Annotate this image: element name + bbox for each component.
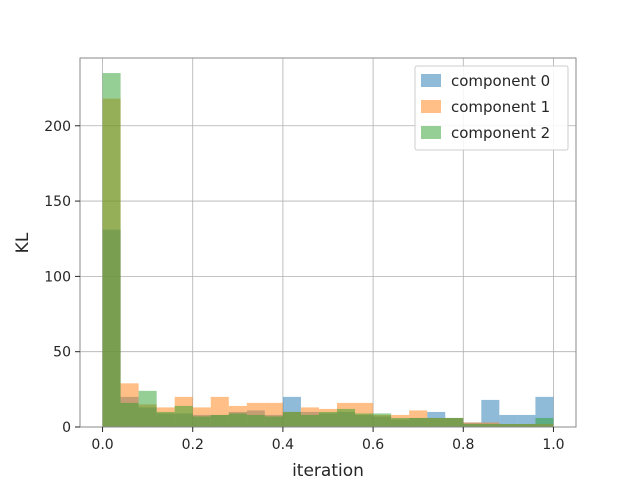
x-axis-label: iteration — [292, 461, 364, 480]
x-tick-label: 0.0 — [91, 437, 113, 453]
histogram-bar — [156, 411, 175, 427]
series-2-bars — [102, 73, 554, 428]
legend-label: component 1 — [451, 98, 550, 116]
histogram-bar — [481, 423, 500, 427]
histogram-bar — [174, 405, 193, 427]
y-tick-label: 100 — [44, 269, 71, 285]
legend-label: component 0 — [451, 72, 550, 90]
y-tick-label: 150 — [44, 194, 71, 210]
histogram-bar — [427, 417, 446, 427]
legend-label: component 2 — [451, 124, 550, 142]
legend-swatch — [421, 126, 441, 139]
y-tick-label: 200 — [44, 119, 71, 135]
histogram-bar — [481, 399, 500, 427]
x-tick-label: 0.2 — [182, 437, 204, 453]
histogram-bar — [373, 413, 392, 427]
histogram-bar — [337, 408, 356, 427]
legend-swatch — [421, 74, 441, 87]
histogram-bar — [535, 417, 554, 427]
x-axis: 0.0 0.2 0.4 0.6 0.8 1.0 — [91, 427, 565, 453]
histogram-bar — [391, 417, 410, 427]
histogram-bar — [445, 417, 464, 427]
histogram-bars — [102, 73, 554, 428]
x-tick-label: 0.4 — [272, 437, 294, 453]
histogram-bar — [282, 411, 301, 427]
x-tick-label: 1.0 — [542, 437, 564, 453]
histogram-bar — [246, 414, 265, 427]
x-tick-label: 0.8 — [452, 437, 474, 453]
legend-swatch — [421, 100, 441, 113]
histogram-bar — [102, 73, 121, 428]
legend-box — [414, 65, 569, 151]
histogram-bar — [264, 416, 283, 427]
histogram-bar — [318, 411, 338, 427]
histogram-bar — [228, 413, 247, 427]
y-axis-label: KL — [13, 232, 33, 253]
legend: component 0 component 1 component 2 — [414, 65, 569, 151]
histogram-bar — [120, 402, 139, 427]
y-tick-label: 0 — [62, 420, 71, 436]
histogram-bar — [499, 423, 518, 427]
histogram-bar — [300, 414, 319, 427]
histogram-bar — [355, 413, 374, 427]
histogram-bar — [409, 417, 428, 427]
histogram-bar — [210, 414, 229, 427]
plot-frame — [79, 57, 577, 428]
x-tick-label: 0.6 — [362, 437, 384, 453]
histogram-bar — [192, 416, 211, 427]
y-tick-label: 50 — [53, 345, 71, 361]
histogram-bar — [463, 423, 482, 427]
histogram-bar — [138, 390, 157, 427]
y-axis: 0 50 100 150 200 — [44, 119, 80, 436]
histogram-bar — [517, 423, 536, 427]
